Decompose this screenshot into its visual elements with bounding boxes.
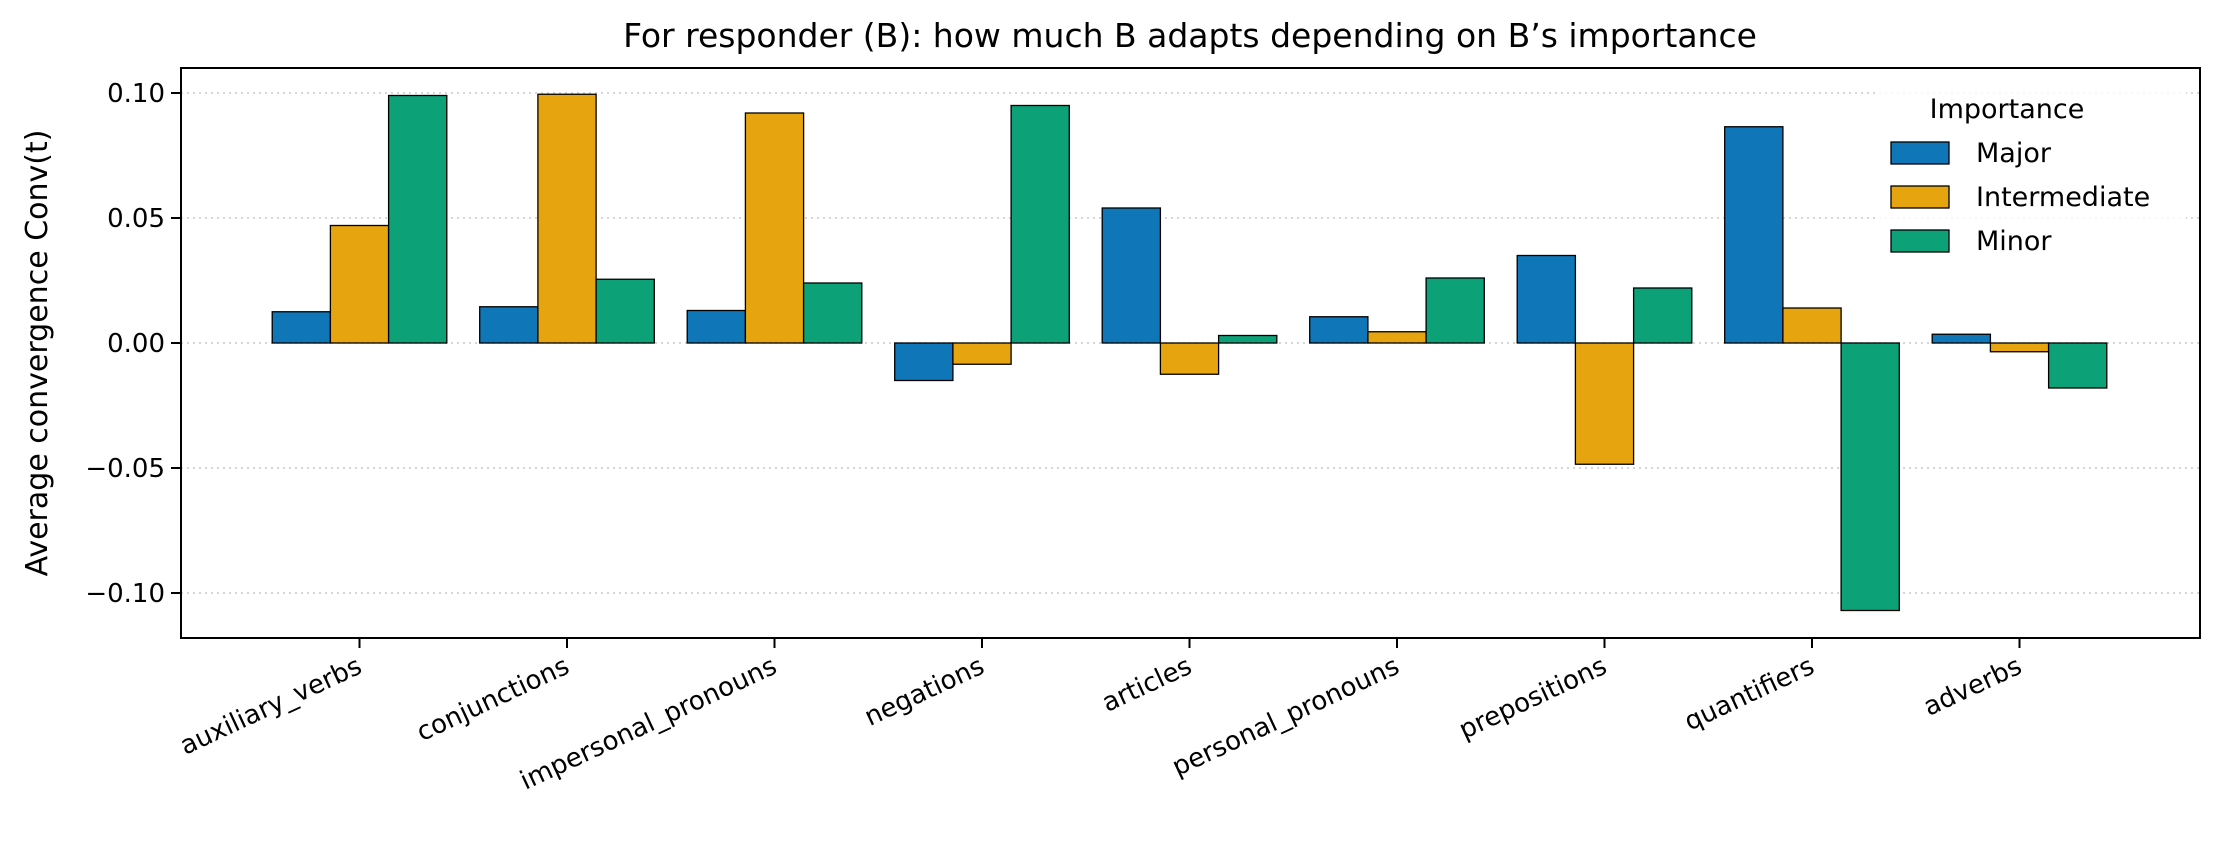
x-tick-label: conjunctions bbox=[412, 651, 574, 748]
legend-label: Minor bbox=[1976, 226, 2052, 257]
legend-swatch-minor bbox=[1890, 229, 1950, 253]
bar-minor-conjunctions bbox=[595, 278, 655, 344]
bar-minor-quantifiers bbox=[1840, 342, 1900, 612]
y-axis-label: Average convergence Conv(t) bbox=[20, 130, 55, 577]
x-tick-label: articles bbox=[1098, 651, 1197, 718]
bar-intermediate-adverbs bbox=[1989, 342, 2050, 353]
bar-major-negations bbox=[894, 342, 954, 382]
bar-minor-adverbs bbox=[2047, 342, 2108, 389]
bar-major-quantifiers bbox=[1724, 126, 1784, 344]
bar-major-adverbs bbox=[1931, 333, 1992, 344]
x-tick-label: prepositions bbox=[1455, 651, 1612, 745]
y-tick-label: −0.10 bbox=[85, 579, 165, 609]
bar-series bbox=[271, 93, 2108, 612]
bar-major-articles bbox=[1101, 207, 1162, 344]
y-axis: 0.10 0.05 0.00 −0.05 −0.10 bbox=[85, 79, 181, 609]
bar-minor-personal_pronouns bbox=[1425, 277, 1485, 344]
x-tick-label: adverbs bbox=[1919, 651, 2026, 722]
bar-intermediate-personal_pronouns bbox=[1367, 331, 1427, 344]
bar-intermediate-auxiliary_verbs bbox=[329, 224, 390, 344]
bar-major-personal_pronouns bbox=[1309, 316, 1369, 344]
legend-label: Intermediate bbox=[1976, 182, 2150, 213]
x-tick-label: quantifiers bbox=[1680, 651, 1819, 737]
bar-intermediate-quantifiers bbox=[1782, 307, 1842, 344]
x-tick-label: auxiliary_verbs bbox=[176, 651, 367, 761]
bar-major-impersonal_pronouns bbox=[686, 309, 747, 344]
bar-major-prepositions bbox=[1516, 254, 1577, 344]
bar-intermediate-prepositions bbox=[1574, 342, 1635, 465]
x-tick-label: negations bbox=[860, 651, 989, 732]
legend: Importance Major Intermediate Minor bbox=[1876, 86, 2186, 274]
bar-minor-articles bbox=[1217, 334, 1278, 344]
bar-minor-auxiliary_verbs bbox=[387, 94, 448, 344]
y-tick-label: −0.05 bbox=[85, 454, 165, 484]
bar-minor-prepositions bbox=[1632, 287, 1693, 344]
chart-title: For responder (B): how much B adapts dep… bbox=[623, 16, 1757, 55]
x-tick-label: personal_pronouns bbox=[1168, 651, 1404, 782]
bar-intermediate-impersonal_pronouns bbox=[744, 112, 805, 344]
legend-label: Major bbox=[1976, 138, 2052, 169]
x-axis: auxiliary_verbs conjunctionsimpersonal_pr… bbox=[176, 638, 2026, 796]
bar-major-conjunctions bbox=[479, 306, 539, 344]
y-tick-label: 0.10 bbox=[107, 79, 165, 109]
y-tick-label: 0.05 bbox=[107, 204, 165, 234]
legend-title: Importance bbox=[1930, 94, 2085, 125]
bar-minor-negations bbox=[1010, 104, 1070, 344]
bar-minor-impersonal_pronouns bbox=[802, 282, 863, 344]
y-tick-label: 0.00 bbox=[107, 329, 165, 359]
legend-swatch-major bbox=[1890, 141, 1950, 165]
bar-intermediate-articles bbox=[1159, 342, 1220, 375]
legend-swatch-intermediate bbox=[1890, 185, 1950, 209]
bar-major-auxiliary_verbs bbox=[271, 311, 332, 344]
bar-intermediate-negations bbox=[952, 342, 1012, 365]
bar-intermediate-conjunctions bbox=[537, 93, 597, 344]
